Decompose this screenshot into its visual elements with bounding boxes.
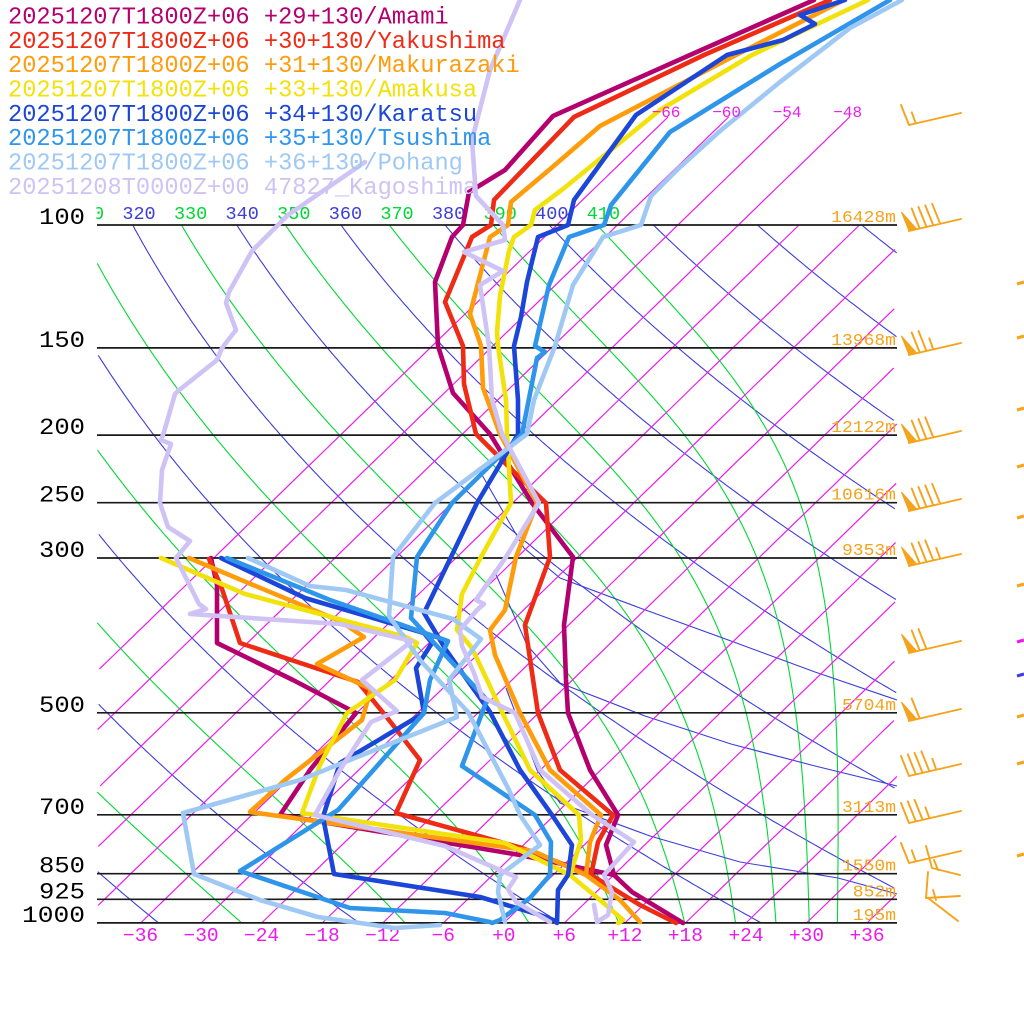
svg-text:+0: +0 [492,925,515,947]
svg-text:+24: +24 [728,925,763,947]
svg-text:+12: +12 [607,925,642,947]
svg-text:1000: 1000 [22,903,85,929]
svg-text:+6: +6 [553,925,576,947]
svg-text:+36: +36 [849,925,884,947]
svg-text:−12: −12 [365,925,400,947]
svg-text:250: 250 [39,483,85,509]
svg-text:300: 300 [39,538,85,564]
svg-text:20251207T1800Z+06 +33+130/Amak: 20251207T1800Z+06 +33+130/Amakusa [8,78,477,105]
svg-text:1550m: 1550m [842,857,896,876]
svg-text:20251207T1800Z+06 +36+130/Poha: 20251207T1800Z+06 +36+130/Pohang [8,151,463,178]
svg-text:370: 370 [380,204,413,225]
svg-text:−66: −66 [652,104,681,122]
svg-text:13968m: 13968m [831,331,896,350]
svg-text:195m: 195m [853,906,896,925]
svg-text:320: 320 [122,204,155,225]
svg-text:852m: 852m [853,882,896,901]
svg-text:340: 340 [226,204,259,225]
svg-text:20251207T1800Z+06 +35+130/Tsus: 20251207T1800Z+06 +35+130/Tsushima [8,126,491,153]
svg-text:3113m: 3113m [842,798,896,817]
svg-text:20251207T1800Z+06 +31+130/Maku: 20251207T1800Z+06 +31+130/Makurazaki [8,53,520,80]
svg-text:850: 850 [39,854,85,880]
svg-text:5704m: 5704m [842,696,896,715]
svg-text:20251207T1800Z+06 +34+130/Kara: 20251207T1800Z+06 +34+130/Karatsu [8,102,477,129]
svg-text:+30: +30 [789,925,824,947]
svg-text:−18: −18 [305,925,340,947]
svg-text:330: 330 [174,204,207,225]
svg-text:20251207T1800Z+06 +29+130/Amam: 20251207T1800Z+06 +29+130/Amami [8,5,449,32]
svg-text:400: 400 [535,204,568,225]
svg-text:9353m: 9353m [842,541,896,560]
svg-text:−6: −6 [432,925,455,947]
svg-text:380: 380 [432,204,465,225]
svg-text:700: 700 [39,795,85,821]
svg-text:−24: −24 [244,925,279,947]
svg-text:+18: +18 [668,925,703,947]
svg-text:−48: −48 [833,104,862,122]
svg-text:−30: −30 [184,925,219,947]
svg-text:360: 360 [329,204,362,225]
svg-text:310: 310 [71,204,104,225]
svg-text:20251207T1800Z+06 +30+130/Yaku: 20251207T1800Z+06 +30+130/Yakushima [8,29,506,56]
svg-text:150: 150 [39,328,85,354]
svg-text:−36: −36 [123,925,158,947]
svg-text:12122m: 12122m [831,418,896,437]
svg-text:100: 100 [39,205,85,231]
svg-text:−54: −54 [773,104,802,122]
svg-text:16428m: 16428m [831,208,896,227]
svg-text:500: 500 [39,693,85,719]
svg-text:10616m: 10616m [831,486,896,505]
svg-text:925: 925 [39,879,85,905]
svg-text:20251208T0000Z+00 47827_Kagosh: 20251208T0000Z+00 47827_Kagoshima [8,175,477,202]
svg-text:−60: −60 [712,104,741,122]
svg-text:200: 200 [39,415,85,441]
